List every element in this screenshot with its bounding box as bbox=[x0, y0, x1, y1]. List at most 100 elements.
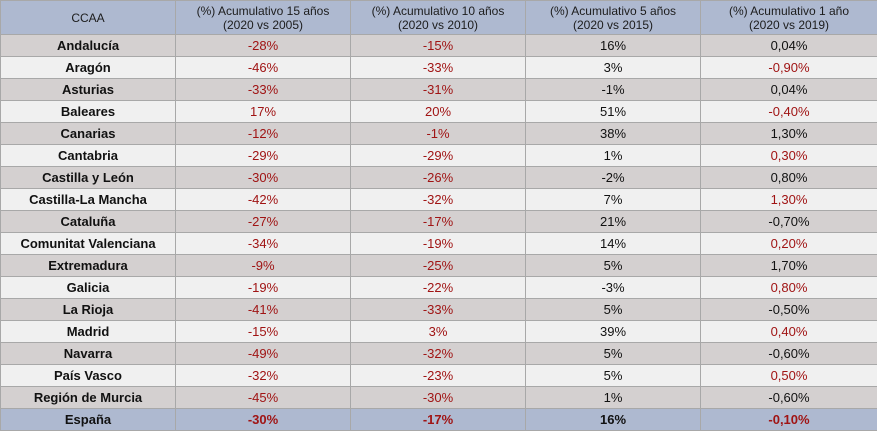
table-row: País Vasco -32% -23% 5% 0,50% bbox=[0, 364, 877, 387]
value-cell: 17% bbox=[175, 100, 351, 123]
table-row: Andalucía -28% -15% 16% 0,04% bbox=[0, 34, 877, 57]
value-cell: 5% bbox=[525, 254, 701, 277]
region-name: Andalucía bbox=[0, 34, 176, 57]
value-cell: 21% bbox=[525, 210, 701, 233]
value-cell: -49% bbox=[175, 342, 351, 365]
value-cell: -17% bbox=[350, 210, 526, 233]
value-cell: -28% bbox=[175, 34, 351, 57]
value-cell: -1% bbox=[350, 122, 526, 145]
table-row: Castilla-La Mancha -42% -32% 7% 1,30% bbox=[0, 188, 877, 211]
value-cell: -30% bbox=[350, 386, 526, 409]
value-cell: -0,60% bbox=[700, 386, 877, 409]
value-cell: -46% bbox=[175, 56, 351, 79]
region-name: Comunitat Valenciana bbox=[0, 232, 176, 255]
value-cell: 0,50% bbox=[700, 364, 877, 387]
table-row: Navarra -49% -32% 5% -0,60% bbox=[0, 342, 877, 365]
value-cell: -12% bbox=[175, 122, 351, 145]
region-name: España bbox=[0, 408, 176, 431]
value-cell: -32% bbox=[175, 364, 351, 387]
header-row: CCAA (%) Acumulativo 15 años (2020 vs 20… bbox=[0, 0, 877, 35]
value-cell: 0,04% bbox=[700, 78, 877, 101]
value-cell: -9% bbox=[175, 254, 351, 277]
region-name: Cantabria bbox=[0, 144, 176, 167]
value-cell: -15% bbox=[175, 320, 351, 343]
value-cell: 5% bbox=[525, 342, 701, 365]
region-name: Aragón bbox=[0, 56, 176, 79]
header-15-years: (%) Acumulativo 15 años (2020 vs 2005) bbox=[175, 0, 351, 35]
value-cell: 20% bbox=[350, 100, 526, 123]
value-cell: -30% bbox=[175, 408, 351, 431]
region-name: Cataluña bbox=[0, 210, 176, 233]
value-cell: -17% bbox=[350, 408, 526, 431]
value-cell: -22% bbox=[350, 276, 526, 299]
value-cell: 5% bbox=[525, 364, 701, 387]
header-5-years-title: (%) Acumulativo 5 años bbox=[549, 3, 677, 18]
table-row: Madrid -15% 3% 39% 0,40% bbox=[0, 320, 877, 343]
value-cell: 0,80% bbox=[700, 166, 877, 189]
region-name: Castilla y León bbox=[0, 166, 176, 189]
table-row: Castilla y León -30% -26% -2% 0,80% bbox=[0, 166, 877, 189]
value-cell: -25% bbox=[350, 254, 526, 277]
value-cell: -41% bbox=[175, 298, 351, 321]
value-cell: 39% bbox=[525, 320, 701, 343]
value-cell: 51% bbox=[525, 100, 701, 123]
value-cell: -0,90% bbox=[700, 56, 877, 79]
value-cell: -33% bbox=[350, 298, 526, 321]
region-name: Madrid bbox=[0, 320, 176, 343]
header-15-years-period: (2020 vs 2005) bbox=[222, 17, 304, 32]
header-ccaa: CCAA bbox=[0, 0, 176, 35]
value-cell: 3% bbox=[350, 320, 526, 343]
value-cell: -0,10% bbox=[700, 408, 877, 431]
value-cell: -2% bbox=[525, 166, 701, 189]
table-row: Cantabria -29% -29% 1% 0,30% bbox=[0, 144, 877, 167]
region-name: Navarra bbox=[0, 342, 176, 365]
value-cell: 0,80% bbox=[700, 276, 877, 299]
value-cell: 14% bbox=[525, 232, 701, 255]
table-row: Baleares 17% 20% 51% -0,40% bbox=[0, 100, 877, 123]
region-name: Extremadura bbox=[0, 254, 176, 277]
value-cell: -30% bbox=[175, 166, 351, 189]
table-row: La Rioja -41% -33% 5% -0,50% bbox=[0, 298, 877, 321]
value-cell: -33% bbox=[175, 78, 351, 101]
value-cell: 7% bbox=[525, 188, 701, 211]
value-cell: -0,60% bbox=[700, 342, 877, 365]
region-name: Galicia bbox=[0, 276, 176, 299]
table-row: Región de Murcia -45% -30% 1% -0,60% bbox=[0, 386, 877, 409]
value-cell: 1% bbox=[525, 144, 701, 167]
total-row: España -30% -17% 16% -0,10% bbox=[0, 408, 877, 431]
region-name: Canarias bbox=[0, 122, 176, 145]
value-cell: 5% bbox=[525, 298, 701, 321]
table-body: Andalucía -28% -15% 16% 0,04% Aragón -46% -33% 3… bbox=[0, 34, 877, 431]
value-cell: 1,30% bbox=[700, 188, 877, 211]
value-cell: -0,50% bbox=[700, 298, 877, 321]
value-cell: -31% bbox=[350, 78, 526, 101]
value-cell: -29% bbox=[175, 144, 351, 167]
value-cell: -45% bbox=[175, 386, 351, 409]
value-cell: -32% bbox=[350, 188, 526, 211]
value-cell: -1% bbox=[525, 78, 701, 101]
header-15-years-title: (%) Acumulativo 15 años bbox=[196, 3, 330, 18]
table-row: Canarias -12% -1% 38% 1,30% bbox=[0, 122, 877, 145]
value-cell: -26% bbox=[350, 166, 526, 189]
region-name: Región de Murcia bbox=[0, 386, 176, 409]
header-10-years-title: (%) Acumulativo 10 años bbox=[371, 3, 505, 18]
value-cell: 0,20% bbox=[700, 232, 877, 255]
value-cell: -42% bbox=[175, 188, 351, 211]
value-cell: -33% bbox=[350, 56, 526, 79]
value-cell: -23% bbox=[350, 364, 526, 387]
header-5-years-period: (2020 vs 2015) bbox=[572, 17, 654, 32]
value-cell: 1% bbox=[525, 386, 701, 409]
value-cell: 38% bbox=[525, 122, 701, 145]
value-cell: -19% bbox=[350, 232, 526, 255]
header-1-year-period: (2020 vs 2019) bbox=[748, 17, 830, 32]
header-5-years: (%) Acumulativo 5 años (2020 vs 2015) bbox=[525, 0, 701, 35]
region-name: Castilla-La Mancha bbox=[0, 188, 176, 211]
table-row: Cataluña -27% -17% 21% -0,70% bbox=[0, 210, 877, 233]
table-row: Comunitat Valenciana -34% -19% 14% 0,20% bbox=[0, 232, 877, 255]
value-cell: -29% bbox=[350, 144, 526, 167]
value-cell: 3% bbox=[525, 56, 701, 79]
region-name: Baleares bbox=[0, 100, 176, 123]
region-name: País Vasco bbox=[0, 364, 176, 387]
value-cell: 0,30% bbox=[700, 144, 877, 167]
